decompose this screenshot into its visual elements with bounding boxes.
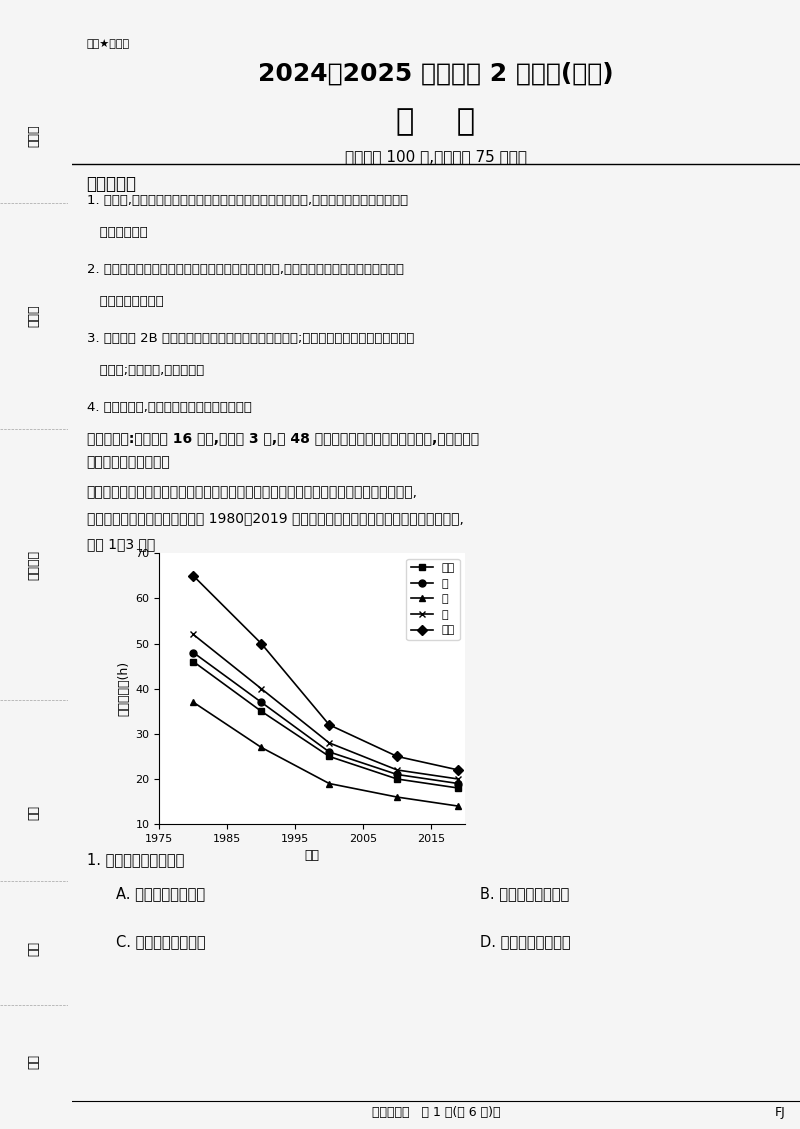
Text: 注意事项：: 注意事项： (86, 175, 137, 193)
Text: 上作答;字体工整,笔迹清楚。: 上作答;字体工整,笔迹清楚。 (86, 364, 204, 377)
Text: B. 中部、东部、西部: B. 中部、东部、西部 (480, 886, 569, 901)
Text: 学校: 学校 (27, 1053, 41, 1069)
Text: 完成 1～3 题。: 完成 1～3 题。 (86, 537, 155, 551)
Text: A. 东部、中部、西部: A. 东部、中部、西部 (116, 886, 205, 901)
Text: 2024～2025 学年高三 2 月测评(福建): 2024～2025 学年高三 2 月测评(福建) (258, 62, 614, 86)
Text: 1. 甲、乙、丙分别代表: 1. 甲、乙、丙分别代表 (86, 852, 184, 867)
Text: 一、选择题:本大题共 16 小题,每小题 3 分,共 48 分。在每小题给出的四个选项中,只有一个选: 一、选择题:本大题共 16 小题,每小题 3 分,共 48 分。在每小题给出的四… (86, 431, 478, 445)
Text: 【高三地理   第 1 页(共 6 页)】: 【高三地理 第 1 页(共 6 页)】 (372, 1106, 500, 1120)
Text: 的指定位置。: 的指定位置。 (86, 226, 147, 239)
Text: 得到成果如下图所示。下图示意 1980～2019 年全国和四大地区地理可达性变化趋势。读图,: 得到成果如下图所示。下图示意 1980～2019 年全国和四大地区地理可达性变化… (86, 511, 463, 525)
Text: 绝密★启用前: 绝密★启用前 (86, 40, 130, 50)
Text: 项是符合题目要求的。: 项是符合题目要求的。 (86, 455, 170, 469)
Text: 4. 考试结束后,请将试卷和答题卡一并上交。: 4. 考试结束后,请将试卷和答题卡一并上交。 (86, 401, 251, 414)
Text: 班级: 班级 (27, 940, 41, 956)
Text: 2. 请按题号顺序在答题卡上各题目的答题区域内作答,写在试卷、草稿纸和答题卡上的非: 2. 请按题号顺序在答题卡上各题目的答题区域内作答,写在试卷、草稿纸和答题卡上的… (86, 263, 403, 277)
Text: 姓名: 姓名 (27, 805, 41, 821)
Text: 准考证号: 准考证号 (27, 550, 41, 579)
Text: C. 西部、中部、东部: C. 西部、中部、东部 (116, 934, 206, 948)
Text: FJ: FJ (774, 1106, 786, 1120)
Text: 答题区域均无效。: 答题区域均无效。 (86, 295, 163, 308)
X-axis label: 年份: 年份 (305, 849, 320, 863)
Text: 全卷满分 100 分,考试时间 75 分钟。: 全卷满分 100 分,考试时间 75 分钟。 (345, 149, 527, 164)
Text: 座位号: 座位号 (27, 124, 41, 147)
Text: 地    理: 地 理 (397, 107, 475, 137)
Text: 1. 答题前,先将自己的姓名、准考证号填写在试卷和答题卡上,并将条形码粘贴在答题卡上: 1. 答题前,先将自己的姓名、准考证号填写在试卷和答题卡上,并将条形码粘贴在答题… (86, 194, 408, 208)
Y-axis label: 地理可达性(h): 地理可达性(h) (117, 662, 130, 716)
Text: 3. 选择题用 2B 铅笔在答题卡上把所选答案的标号涂黑;非选择题用黑色签字笔在答题卡: 3. 选择题用 2B 铅笔在答题卡上把所选答案的标号涂黑;非选择题用黑色签字笔在… (86, 332, 414, 345)
Legend: 全国, 甲, 乙, 丙, 东北: 全国, 甲, 乙, 丙, 东北 (406, 559, 459, 640)
Text: 考场号: 考场号 (27, 305, 41, 327)
Text: D. 中部、西部、东部: D. 中部、西部、东部 (480, 934, 570, 948)
Text: 某团队用到达全国主要大城市的平均时间测算各城市在国内公路交通网络中的地理可达性,: 某团队用到达全国主要大城市的平均时间测算各城市在国内公路交通网络中的地理可达性, (86, 485, 418, 499)
